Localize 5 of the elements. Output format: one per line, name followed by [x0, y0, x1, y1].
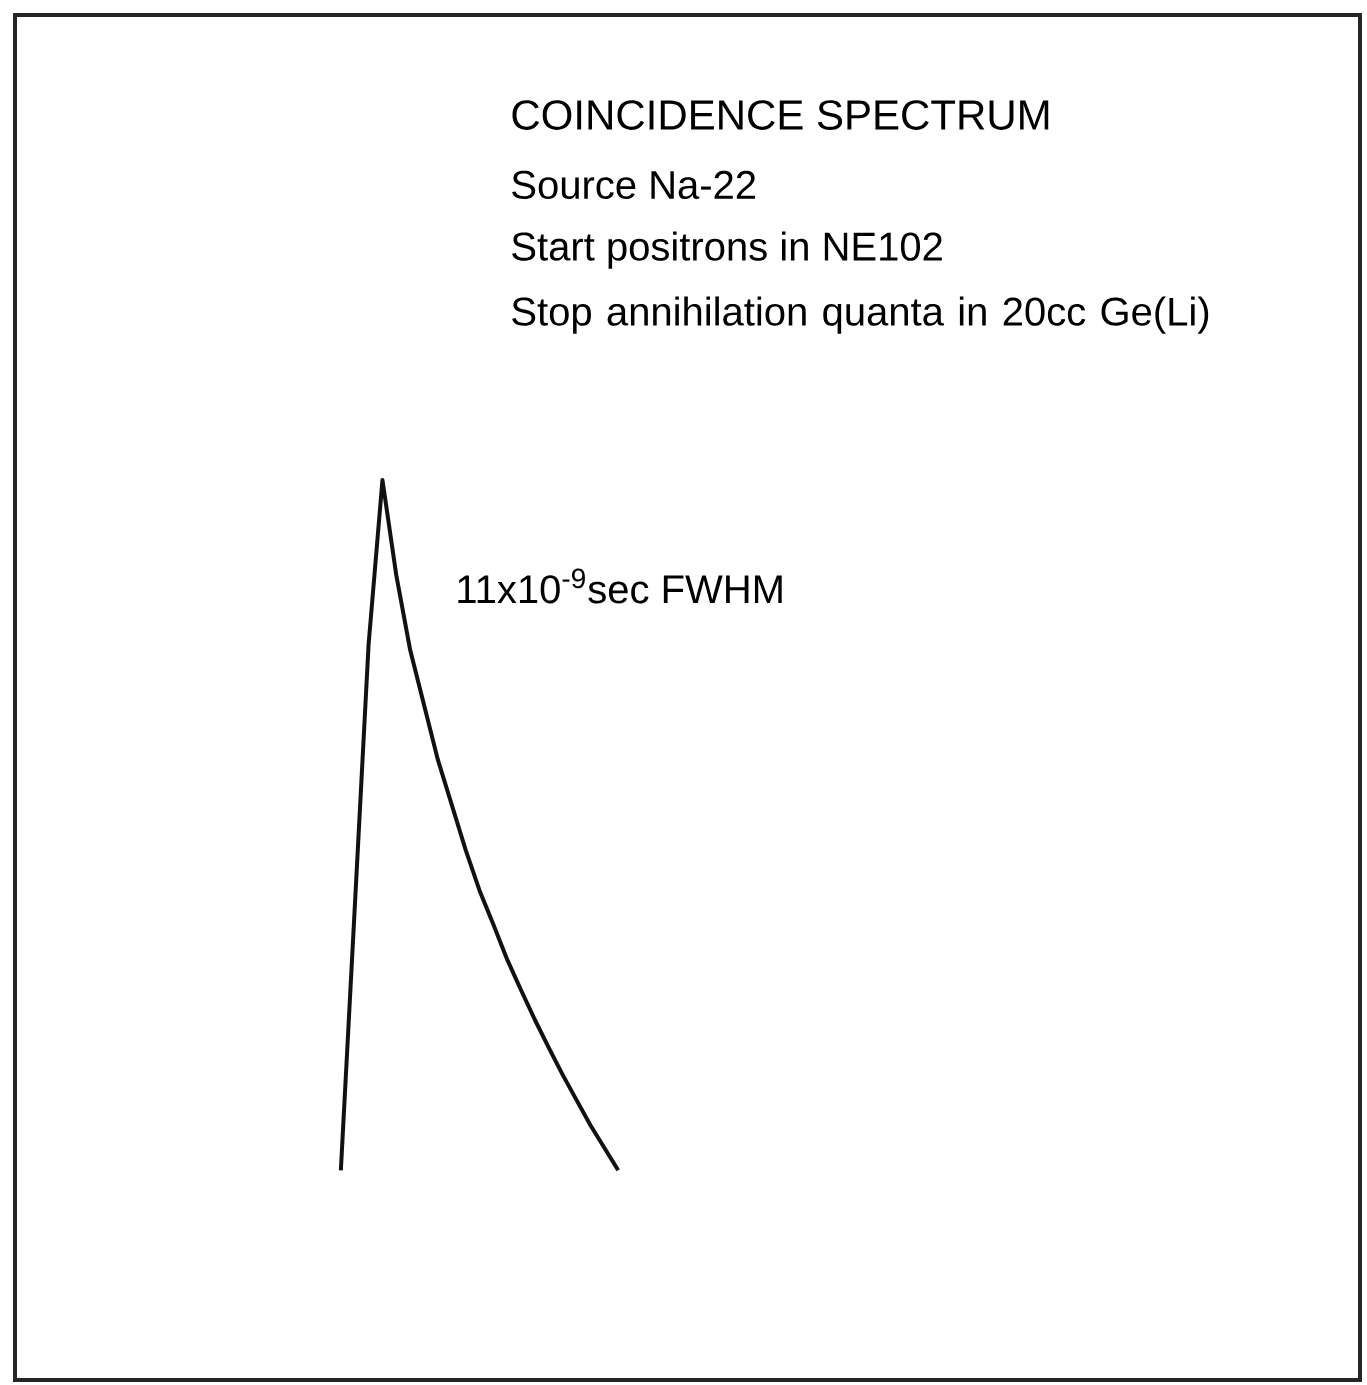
chart-title: COINCIDENCE SPECTRUM — [512, 100, 1049, 130]
source-note: Source Na-22 — [512, 170, 756, 200]
text: Stop annihilation quanta in 20cc Ge(Li) — [512, 296, 1209, 334]
annotation: 11x10$^{-9}$sec FWHM — [458, 568, 782, 604]
text: Start positrons in NE102 — [512, 231, 942, 269]
